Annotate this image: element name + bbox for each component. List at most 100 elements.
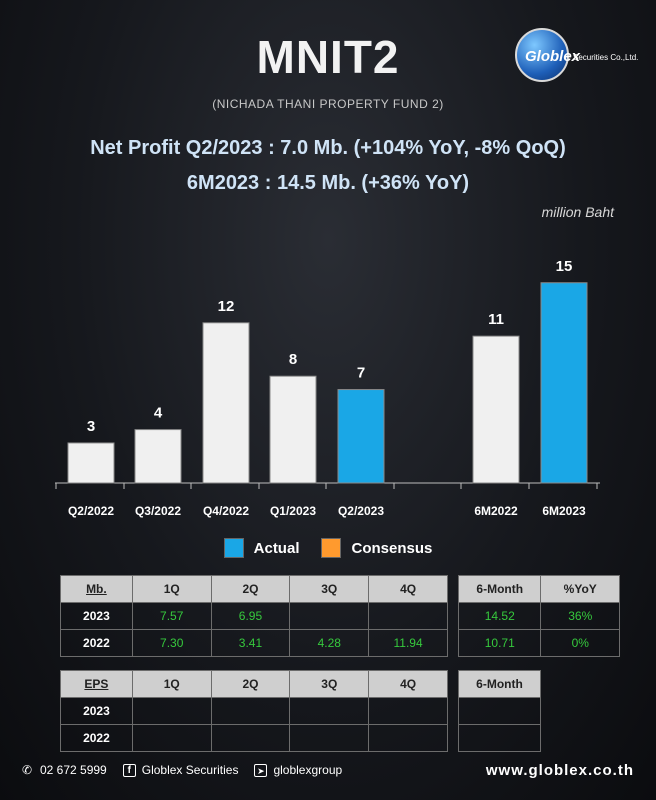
table-cell	[368, 602, 448, 630]
x-tick-label: Q2/2022	[68, 504, 114, 518]
table-cell	[210, 724, 291, 752]
table-corner-eps: EPS	[60, 670, 133, 698]
table-cell	[289, 602, 370, 630]
bar-q3-2022	[134, 429, 182, 484]
data-label: 3	[87, 418, 95, 435]
table-mb-summary: 6-Month %YoY 14.52 36% 10.71 0%	[457, 575, 620, 657]
data-label: 15	[556, 258, 573, 275]
data-label: 11	[488, 311, 504, 328]
table-header-row: Mb. 1Q 2Q 3Q 4Q	[60, 575, 448, 603]
data-label: 7	[357, 365, 365, 382]
contact-footer: ✆ 02 672 5999 f Globlex Securities ➤ glo…	[20, 763, 342, 777]
bar-q2-2022	[67, 442, 115, 484]
table-cell	[131, 697, 212, 725]
page-subtitle: (NICHADA THANI PROPERTY FUND 2)	[212, 97, 444, 111]
bar-q2-2023	[337, 389, 385, 484]
table-eps-quarterly: EPS 1Q 2Q 3Q 4Q 2023 2022	[60, 670, 448, 752]
table-cell: 3.41	[210, 629, 291, 657]
bar-6m2022	[472, 335, 520, 484]
bar-q4-2022	[202, 322, 250, 484]
legend-item-actual: Actual	[223, 538, 300, 558]
footer-phone[interactable]: 02 672 5999	[40, 763, 107, 777]
table-header-row: 6-Month	[458, 670, 541, 698]
table-mb-quarterly: Mb. 1Q 2Q 3Q 4Q 2023 7.57 6.95 2022 7.30…	[60, 575, 448, 657]
website-link[interactable]: www.globlex.co.th	[485, 762, 634, 779]
table-header-row: 6-Month %YoY	[457, 575, 620, 603]
table-row-2023: 2023	[60, 697, 448, 725]
col-header-6-month: 6-Month	[457, 575, 542, 603]
table-cell: 10.71	[457, 629, 542, 657]
table-cell: 14.52	[457, 602, 542, 630]
table-row-2023	[458, 697, 541, 725]
col-header-4q: 4Q	[368, 575, 448, 603]
col-header-2q: 2Q	[210, 670, 291, 698]
data-label: 8	[289, 351, 297, 368]
unit-label: million Baht	[541, 204, 614, 220]
table-row-2022: 2022 7.30 3.41 4.28 11.94	[60, 629, 448, 657]
table-cell	[458, 697, 541, 725]
table-row-2023: 2023 7.57 6.95	[60, 602, 448, 630]
table-cell	[131, 724, 212, 752]
headline-6m: 6M2023 : 14.5 Mb. (+36% YoY)	[186, 172, 470, 194]
table-cell: 11.94	[368, 629, 448, 657]
table-cell: 0%	[540, 629, 620, 657]
col-header-yoy: %YoY	[540, 575, 620, 603]
net-profit-bar-chart: 3 Q2/2022 4 Q3/2022 12 Q4/2022 8 Q1/2023 7 Q2/202…	[55, 258, 600, 518]
phone-icon: ✆	[21, 763, 33, 777]
x-tick-label: Q4/2022	[203, 504, 249, 518]
table-header-row: EPS 1Q 2Q 3Q 4Q	[60, 670, 448, 698]
data-label: 12	[218, 298, 235, 315]
bar-q1-2023	[269, 375, 317, 484]
col-header-2q: 2Q	[210, 575, 291, 603]
table-cell: 36%	[540, 602, 620, 630]
data-label: 4	[154, 405, 163, 422]
logo-subtext: Securities Co.,Ltd.	[573, 53, 639, 62]
bar-6m2023	[540, 282, 588, 484]
table-cell	[368, 724, 448, 752]
x-tick-label: Q3/2022	[135, 504, 181, 518]
col-header-3q: 3Q	[289, 575, 370, 603]
col-header-3q: 3Q	[289, 670, 370, 698]
table-cell: 4.28	[289, 629, 370, 657]
x-tick-label: 6M2022	[474, 504, 518, 518]
headline-net-profit: Net Profit Q2/2023 : 7.0 Mb. (+104% YoY,…	[90, 137, 566, 159]
footer-telegram[interactable]: globlexgroup	[273, 763, 343, 777]
table-cell	[458, 724, 541, 752]
row-label: 2022	[60, 724, 133, 752]
logo-globe-icon	[515, 28, 569, 82]
logo-wordmark: Globlex	[525, 48, 581, 65]
table-cell	[289, 724, 370, 752]
legend-item-consensus: Consensus	[321, 538, 432, 558]
row-label: 2022	[60, 629, 133, 657]
table-eps-summary: 6-Month	[458, 670, 541, 752]
table-cell: 7.30	[131, 629, 212, 657]
table-corner-mb: Mb.	[60, 575, 133, 603]
table-cell: 6.95	[210, 602, 291, 630]
table-cell	[289, 697, 370, 725]
x-tick-label: Q2/2023	[338, 504, 384, 518]
legend-label-consensus: Consensus	[351, 539, 433, 557]
table-row-2022: 2022	[60, 724, 448, 752]
legend-swatch-actual	[223, 538, 244, 558]
facebook-icon: f	[122, 763, 136, 777]
col-header-4q: 4Q	[368, 670, 448, 698]
table-row-2022	[458, 724, 541, 752]
legend-swatch-consensus	[321, 538, 342, 558]
page-title: MNIT2	[256, 31, 400, 83]
telegram-icon: ➤	[254, 763, 268, 777]
x-tick-label: 6M2023	[542, 504, 586, 518]
chart-legend: Actual Consensus	[0, 538, 656, 558]
col-header-1q: 1Q	[131, 670, 212, 698]
row-label: 2023	[60, 602, 133, 630]
table-row-2023: 14.52 36%	[457, 602, 620, 630]
table-row-2022: 10.71 0%	[457, 629, 620, 657]
legend-label-actual: Actual	[253, 539, 300, 557]
row-label: 2023	[60, 697, 133, 725]
table-cell	[368, 697, 448, 725]
table-cell: 7.57	[131, 602, 212, 630]
footer-facebook[interactable]: Globlex Securities	[141, 763, 239, 777]
company-logo: Globlex Securities Co.,Ltd.	[515, 26, 639, 84]
table-cell	[210, 697, 291, 725]
x-tick-label: Q1/2023	[270, 504, 316, 518]
col-header-6-month: 6-Month	[458, 670, 541, 698]
